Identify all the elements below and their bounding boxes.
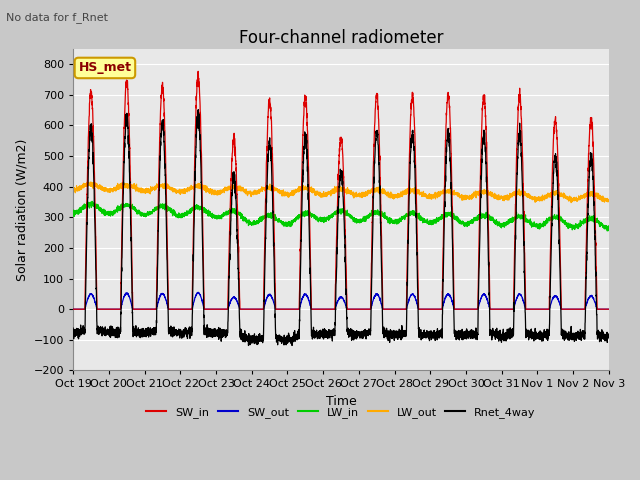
Text: No data for f_Rnet: No data for f_Rnet [6,12,108,23]
Text: HS_met: HS_met [79,61,131,74]
X-axis label: Time: Time [326,395,356,408]
Title: Four-channel radiometer: Four-channel radiometer [239,29,444,48]
Legend: SW_in, SW_out, LW_in, LW_out, Rnet_4way: SW_in, SW_out, LW_in, LW_out, Rnet_4way [141,403,540,423]
Y-axis label: Solar radiation (W/m2): Solar radiation (W/m2) [15,139,28,281]
